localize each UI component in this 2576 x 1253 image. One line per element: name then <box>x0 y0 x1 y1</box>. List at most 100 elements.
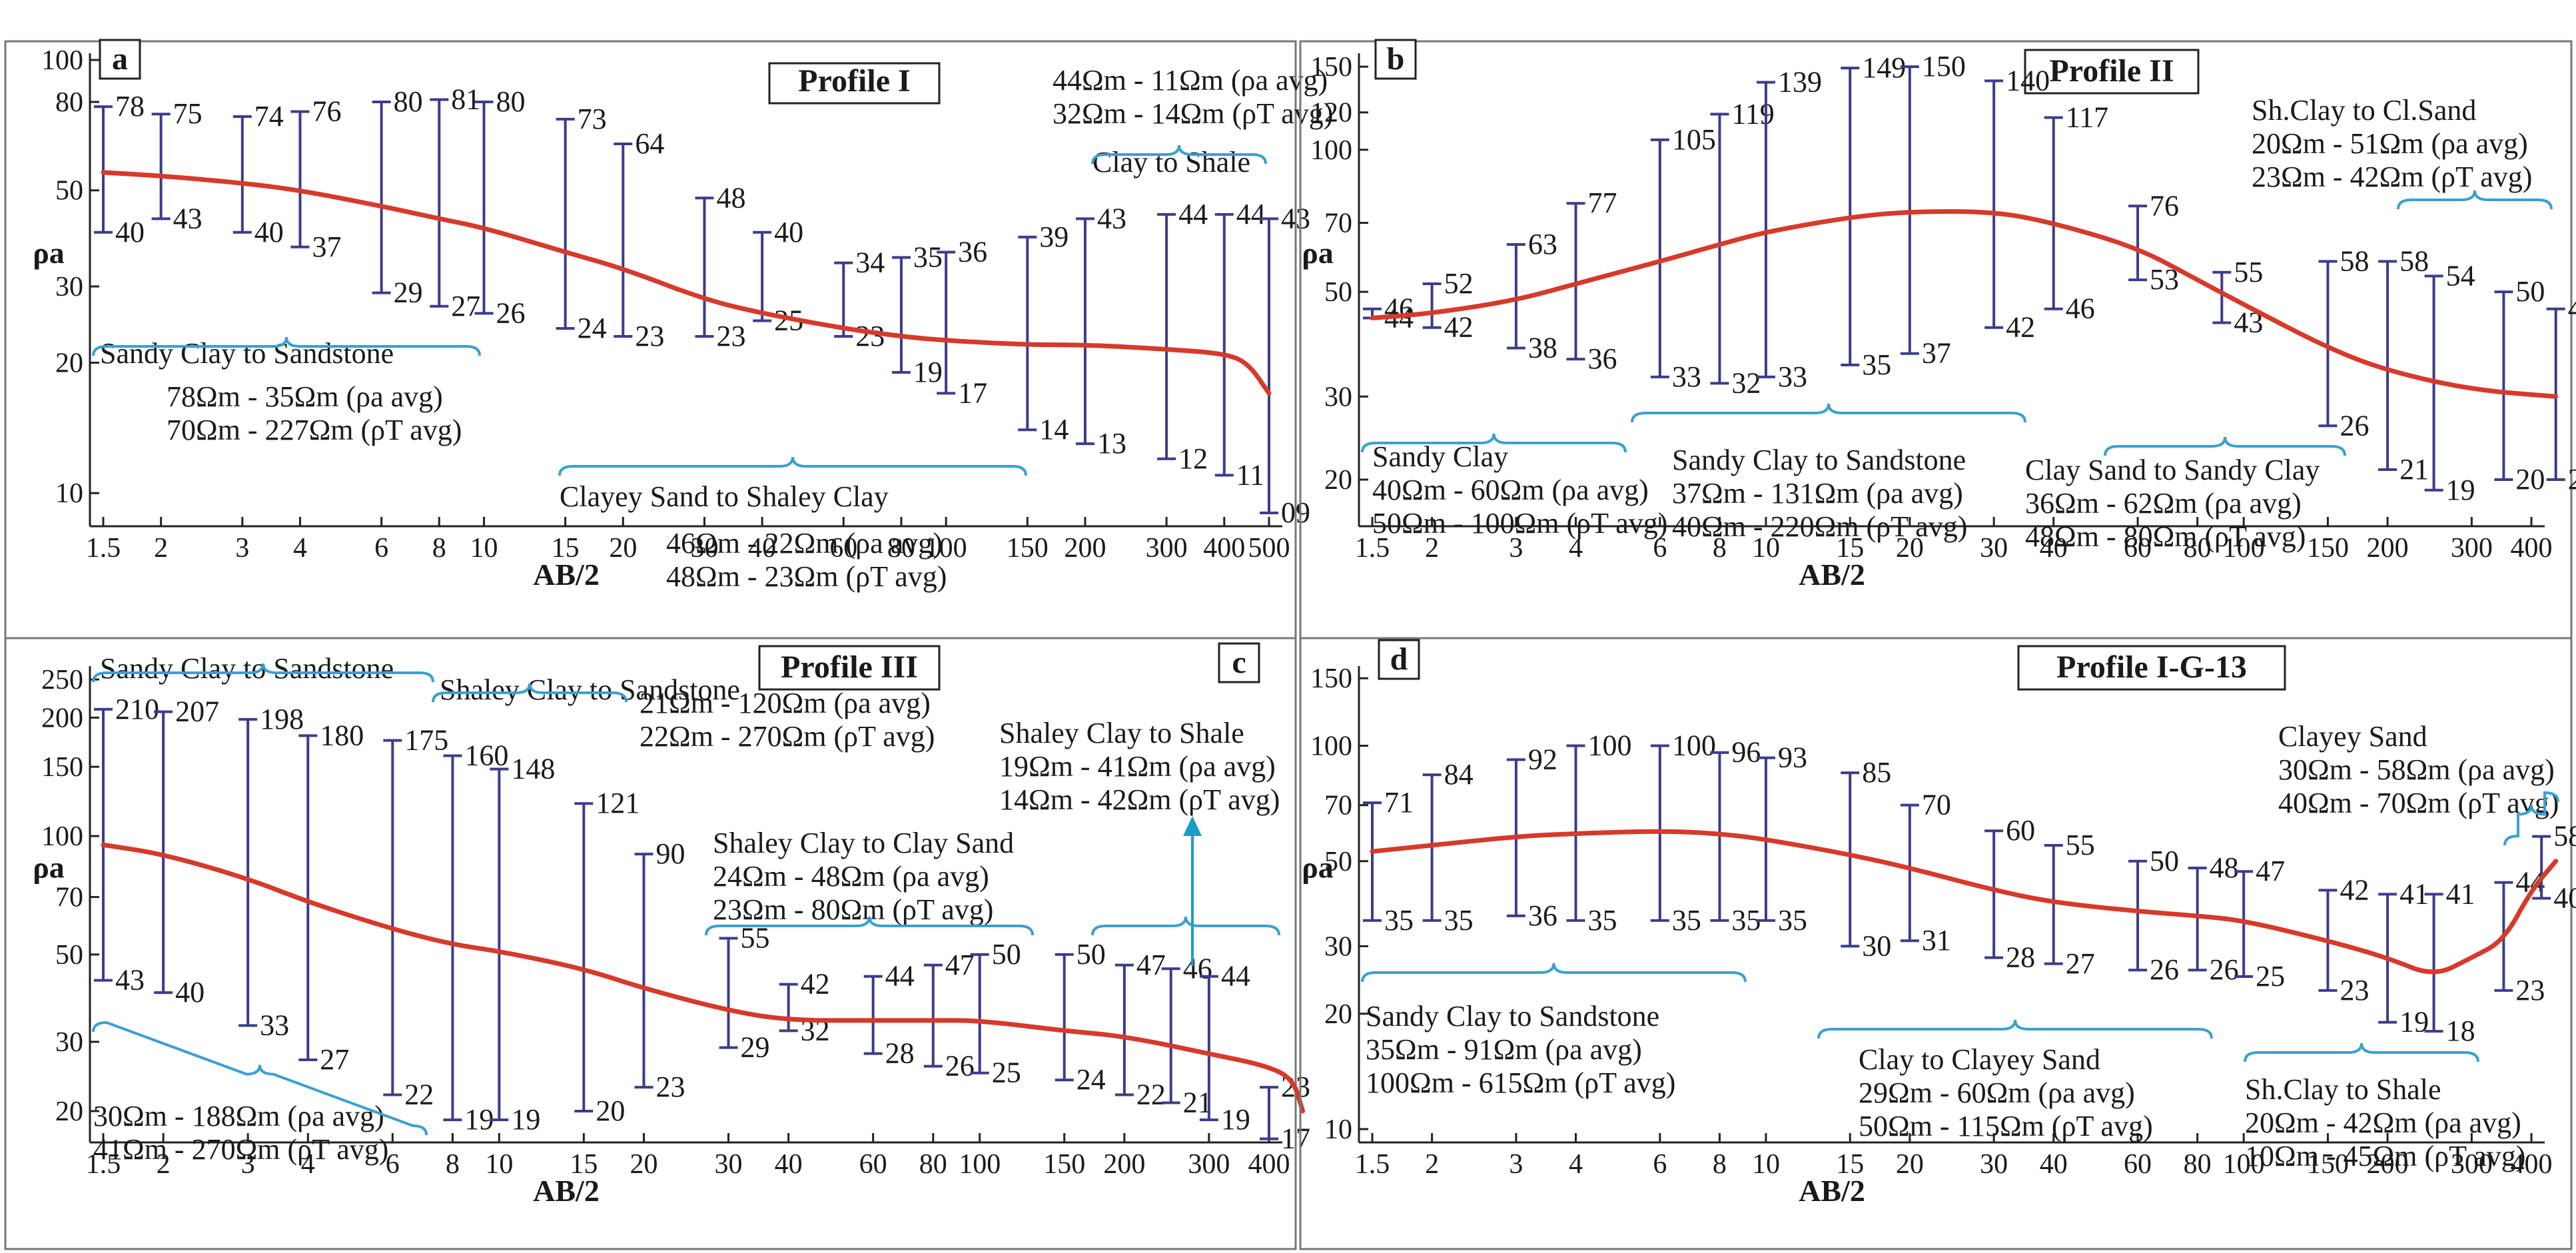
bar-high-label: 50 <box>2515 275 2545 308</box>
x-tick-label: 10 <box>1752 533 1780 564</box>
annotation-line: 50Ωm - 115Ωm (ρT avg) <box>1859 1110 2153 1142</box>
bar-high-label: 180 <box>320 719 364 751</box>
bar-high-label: 140 <box>2006 64 2050 97</box>
bar-low-label: 35 <box>1731 904 1761 937</box>
x-tick-label: 8 <box>432 533 446 564</box>
title-box <box>2017 645 2286 691</box>
y-tick-label: 20 <box>55 1096 83 1127</box>
annotation-line: 36Ωm - 62Ωm (ρa avg) <box>2025 487 2302 520</box>
bar-low-label: 28 <box>885 1037 915 1070</box>
x-tick-label: 80 <box>2184 1149 2212 1180</box>
annotation-line: 30Ωm - 58Ωm (ρa avg) <box>2278 753 2555 786</box>
y-tick-label: 30 <box>1324 382 1352 412</box>
annotation-line: 40Ωm - 220Ωm (ρT avg) <box>1672 510 1967 543</box>
annotation-line: Shaley Clay to Shale <box>999 717 1244 749</box>
y-tick-label: 120 <box>1310 98 1352 129</box>
x-tick-label: 15 <box>1836 1149 1864 1180</box>
annotation-line: 50Ωm - 100Ωm (ρT avg) <box>1372 507 1667 540</box>
y-tick-label: 250 <box>41 665 83 695</box>
y-tick-label: 50 <box>55 940 83 971</box>
annotation-line: 40Ωm - 70Ωm (ρT avg) <box>2278 787 2559 819</box>
bar-high-label: 42 <box>801 968 830 1001</box>
bar-high-label: 46 <box>1384 292 1414 325</box>
y-tick-label: 20 <box>1324 999 1352 1030</box>
annotation-line: 78Ωm - 35Ωm (ρa avg) <box>167 380 443 413</box>
bar-low-label: 42 <box>2006 311 2035 344</box>
average-resistivity-curve <box>1370 829 2559 975</box>
x-tick-label: 60 <box>2124 533 2152 564</box>
panel-letter-box <box>1374 39 1417 80</box>
y-tick-label: 100 <box>1310 731 1352 762</box>
bar-high-label: 150 <box>1922 50 1966 83</box>
bar-low-label: 11 <box>1236 458 1264 491</box>
bar-high-label: 175 <box>404 724 448 757</box>
y-axis-title: ρa <box>33 236 65 270</box>
y-tick-label: 100 <box>1310 135 1352 166</box>
annotation-line: Sh.Clay to Cl.Sand <box>2252 94 2476 127</box>
x-tick-label: 8 <box>1713 1149 1727 1180</box>
x-tick-label: 300 <box>1188 1149 1230 1180</box>
x-tick-label: 3 <box>1509 1149 1523 1180</box>
arrow-up-icon <box>1183 816 1202 836</box>
bar-low-label: 40 <box>175 976 205 1009</box>
bar-low-label: 35 <box>1862 348 1891 381</box>
x-tick-label: 10 <box>485 1149 513 1180</box>
x-tick-label: 6 <box>1653 533 1667 564</box>
x-tick-label: 8 <box>1713 533 1727 564</box>
bar-high-label: 55 <box>2066 829 2095 861</box>
bar-low-label: 18 <box>2446 1015 2475 1047</box>
x-tick-label: 300 <box>2451 533 2493 564</box>
title-box <box>2024 49 2200 95</box>
bar-low-label: 27 <box>451 290 480 322</box>
y-tick-label: 50 <box>1324 847 1352 877</box>
bar-high-label: 64 <box>635 127 664 160</box>
unit-bracket <box>432 683 628 703</box>
bar-low-label: 28 <box>2006 941 2035 974</box>
unit-bracket <box>558 456 1027 476</box>
bar-high-label: 42 <box>2340 873 2369 906</box>
x-tick-label: 2 <box>157 1149 171 1180</box>
x-tick-label: 8 <box>446 1149 460 1180</box>
unit-bracket <box>705 916 1034 936</box>
annotation-line: Sh.Clay to Shale <box>2245 1073 2441 1106</box>
x-tick-label: 150 <box>2307 533 2349 564</box>
bar-high-label: 41 <box>2399 877 2429 910</box>
annotation-line: Sandy Clay to Sandstone <box>100 652 394 685</box>
annotation-line: Clayey Sand <box>2278 720 2427 753</box>
annotation-line: 10Ωm - 45Ωm (ρT avg) <box>2245 1140 2525 1172</box>
annotation-line: 22Ωm - 270Ωm (ρT avg) <box>640 720 935 753</box>
bar-high-label: 50 <box>2150 845 2179 877</box>
bar-high-label: 76 <box>312 95 341 128</box>
annotation-line: 35Ωm - 91Ωm (ρa avg) <box>1366 1033 1642 1066</box>
bar-high-label: 100 <box>1672 729 1716 762</box>
bar-low-label: 23 <box>635 320 664 352</box>
x-tick-label: 40 <box>775 1149 803 1180</box>
annotation-line: 37Ωm - 131Ωm (ρa avg) <box>1672 477 1963 510</box>
bar-low-label: 23 <box>2515 974 2545 1007</box>
x-tick-label: 3 <box>1509 533 1523 564</box>
bar-low-label: 43 <box>115 964 145 997</box>
annotation-line: 19Ωm - 41Ωm (ρa avg) <box>999 750 1276 783</box>
panel-border <box>4 637 1297 1250</box>
bar-low-label: 26 <box>2150 953 2179 986</box>
bar-low-label: 38 <box>1528 332 1557 364</box>
bar-high-label: 121 <box>596 787 640 819</box>
bar-high-label: 76 <box>2150 189 2179 222</box>
x-tick-label: 30 <box>1980 1149 2008 1180</box>
bar-high-label: 71 <box>1384 786 1414 819</box>
bar-low-label: 09 <box>1281 496 1310 529</box>
x-tick-label: 20 <box>630 1149 657 1180</box>
bar-low-label: 25 <box>2256 960 2285 993</box>
bar-high-label: 93 <box>1778 741 1807 774</box>
bar-high-label: 160 <box>464 739 508 772</box>
bar-high-label: 105 <box>1672 123 1716 156</box>
x-tick-label: 2 <box>1425 533 1439 564</box>
bar-low-label: 20 <box>596 1094 625 1127</box>
bar-high-label: 35 <box>913 240 943 273</box>
bar-low-label: 19 <box>2399 1006 2429 1039</box>
annotation-line: Shaley Clay to Sandstone <box>440 673 740 706</box>
x-tick-label: 400 <box>1248 1149 1290 1180</box>
bar-low-label: 29 <box>741 1031 770 1064</box>
